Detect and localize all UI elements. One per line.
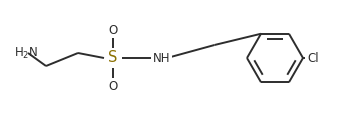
Text: O: O <box>108 79 118 92</box>
Text: Cl: Cl <box>307 52 319 64</box>
Text: S: S <box>108 50 118 65</box>
Text: NH: NH <box>153 52 170 64</box>
Text: H$_2$N: H$_2$N <box>14 45 38 60</box>
Text: O: O <box>108 23 118 37</box>
